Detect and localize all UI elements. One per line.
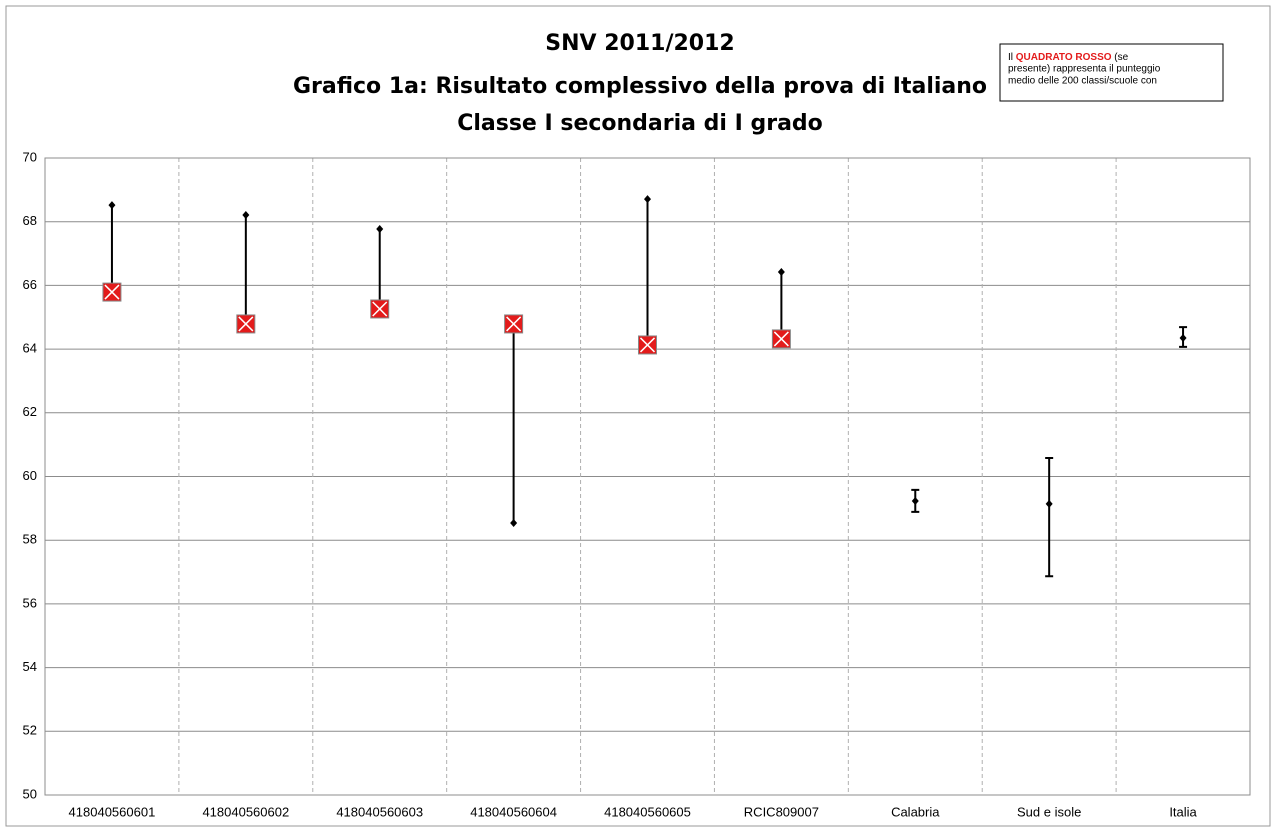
score-point [510, 519, 518, 528]
y-tick-label: 50 [23, 786, 37, 801]
score-point [242, 211, 250, 220]
x-tick-label: Calabria [891, 804, 940, 819]
note-box [999, 43, 1224, 102]
y-tick-label: 56 [23, 595, 37, 610]
x-tick-label: 418040560604 [470, 804, 557, 819]
y-tick-label: 66 [23, 277, 37, 292]
comparison-cross [104, 284, 120, 300]
x-tick-label: 418040560601 [69, 804, 156, 819]
comparison-cross [372, 301, 388, 317]
y-tick-label: 54 [23, 659, 37, 674]
comparison-cross [506, 316, 522, 332]
score-point [911, 497, 919, 506]
score-point [777, 268, 785, 277]
chart-subtitle: Classe I secondaria di I grado [457, 111, 823, 136]
comparison-cross [773, 331, 789, 347]
y-tick-label: 62 [23, 404, 37, 419]
comparison-cross [639, 337, 656, 353]
note-text: Il [1008, 52, 1016, 63]
chart-border [5, 5, 1271, 827]
chart-subtitle: Grafico 1a: Risultato complessivo della … [293, 74, 987, 99]
x-tick-label: Sud e isole [1017, 804, 1081, 819]
x-tick-label: RCIC809007 [744, 804, 819, 819]
score-point [1045, 499, 1053, 508]
score-point [108, 201, 116, 210]
note: presente) rappresenta il punteggio [1008, 64, 1161, 75]
y-tick-label: 64 [23, 341, 37, 356]
error-bar [1045, 457, 1054, 578]
score-point [376, 225, 384, 234]
plot-area [44, 157, 1251, 796]
y-tick-label: 60 [23, 468, 37, 483]
note-highlight: QUADRATO ROSSO [1016, 52, 1112, 63]
note-text: (se [1112, 52, 1129, 63]
note: medio delle 200 classi/scuole con [1008, 76, 1157, 87]
y-tick-label: 68 [23, 213, 37, 228]
y-tick-label: 52 [23, 723, 37, 738]
x-tick-label: 418040560603 [336, 804, 423, 819]
x-tick-label: 418040560602 [202, 804, 289, 819]
score-point [1179, 333, 1187, 342]
y-tick-label: 58 [23, 532, 37, 547]
chart-title: SNV 2011/2012 [545, 31, 734, 56]
comparison-cross [238, 316, 254, 332]
y-tick-label: 70 [23, 149, 37, 164]
note: Il QUADRATO ROSSO (se [1008, 52, 1129, 63]
x-tick-label: 418040560605 [604, 804, 691, 819]
x-tick-label: Italia [1169, 804, 1197, 819]
score-point [644, 195, 651, 204]
